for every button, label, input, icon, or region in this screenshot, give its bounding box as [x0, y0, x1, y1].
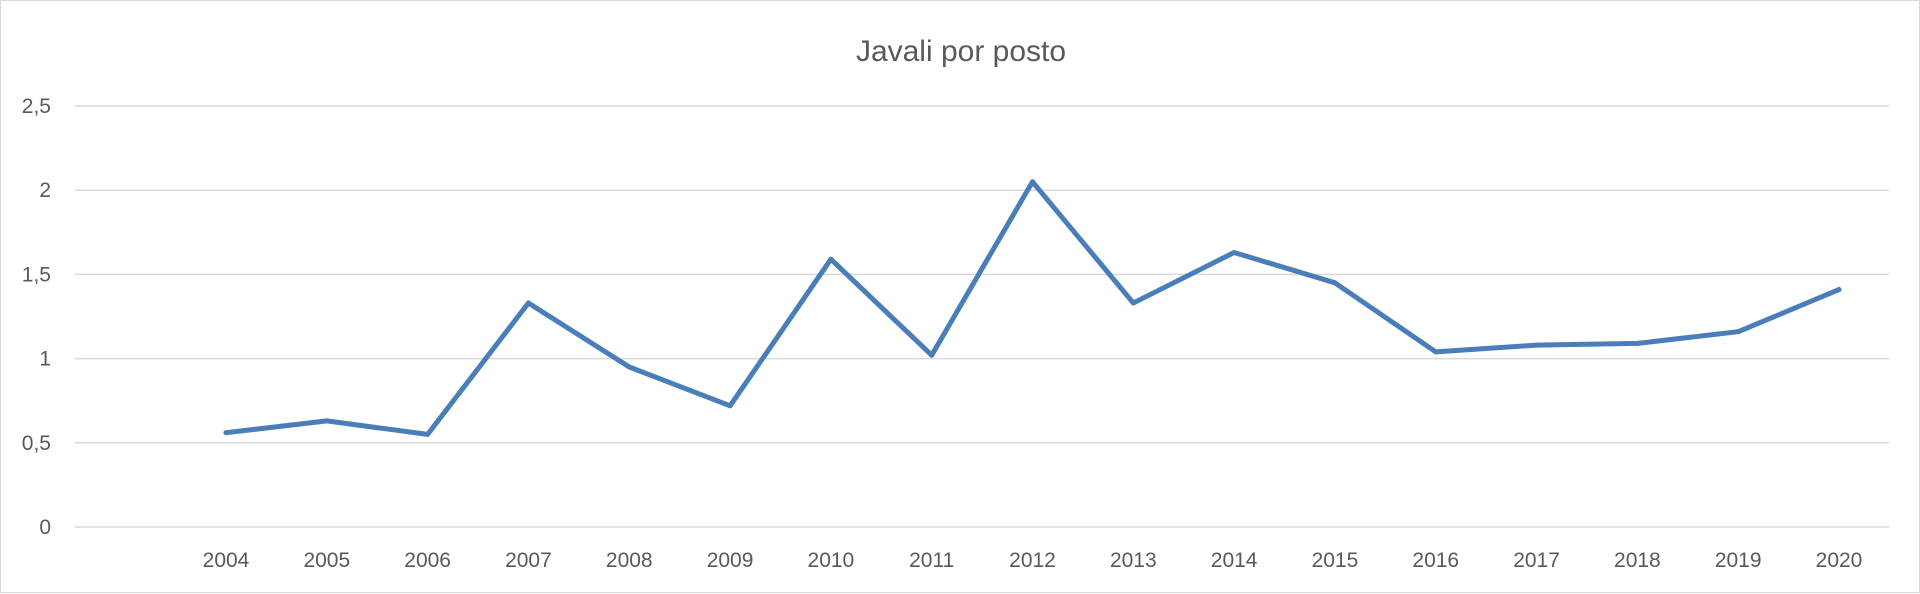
- data-point: [929, 352, 935, 358]
- gridlines: [75, 105, 1889, 528]
- x-tick-label: 2006: [404, 549, 451, 572]
- y-tick-label: 1: [39, 348, 51, 371]
- data-point: [1634, 340, 1640, 346]
- x-tick-label: 2013: [1110, 549, 1157, 572]
- x-tick-label: 2019: [1715, 549, 1762, 572]
- x-tick-label: 2005: [303, 549, 350, 572]
- data-point: [324, 418, 330, 424]
- data-point: [828, 256, 834, 262]
- y-tick-label: 2,5: [22, 95, 51, 118]
- data-point: [425, 431, 431, 437]
- y-tick-label: 1,5: [22, 263, 51, 286]
- x-axis-ticks: 2004 2005 2006 2007 2008 2009 2010 2011 2012 2013…: [203, 549, 1863, 572]
- x-tick-label: 2015: [1312, 549, 1359, 572]
- x-tick-label: 2014: [1211, 549, 1258, 572]
- x-tick-label: 2020: [1816, 549, 1863, 572]
- y-tick-label: 0: [39, 516, 51, 539]
- data-point: [727, 403, 733, 409]
- x-tick-label: 2018: [1614, 549, 1661, 572]
- data-point: [525, 300, 531, 306]
- y-tick-label: 0,5: [22, 432, 51, 455]
- x-tick-label: 2007: [505, 549, 552, 572]
- x-tick-label: 2010: [808, 549, 855, 572]
- data-point: [1735, 329, 1741, 335]
- x-tick-label: 2011: [909, 549, 954, 572]
- y-axis-ticks: 0 0,5 1 1,5 2 2,5: [22, 95, 51, 539]
- data-point: [1836, 287, 1842, 293]
- data-point: [1231, 250, 1237, 256]
- x-tick-label: 2012: [1009, 549, 1056, 572]
- data-point: [626, 364, 632, 370]
- series-line: [223, 179, 1842, 437]
- data-point: [1433, 349, 1439, 355]
- x-tick-label: 2008: [606, 549, 653, 572]
- data-point: [223, 430, 229, 436]
- series-layer: [223, 179, 1842, 437]
- x-tick-label: 2016: [1412, 549, 1459, 572]
- data-point: [1130, 300, 1136, 306]
- y-tick-label: 2: [39, 179, 51, 202]
- x-tick-label: 2017: [1513, 549, 1560, 572]
- chart-title: Javali por posto: [856, 35, 1066, 68]
- x-tick-label: 2004: [203, 549, 250, 572]
- data-point: [1030, 179, 1035, 185]
- x-tick-label: 2009: [707, 549, 754, 572]
- data-point: [1534, 342, 1540, 348]
- data-point: [1332, 280, 1338, 286]
